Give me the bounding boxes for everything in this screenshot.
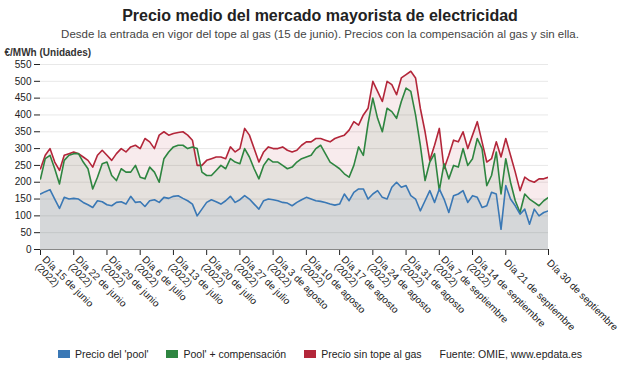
svg-text:Día 21 de septiembre: Día 21 de septiembre xyxy=(502,257,578,333)
svg-text:200: 200 xyxy=(15,176,32,187)
svg-text:350: 350 xyxy=(15,126,32,137)
svg-text:100: 100 xyxy=(15,210,32,221)
svg-text:Día 30 de septiembre: Día 30 de septiembre xyxy=(545,257,621,333)
svg-text:€/MWh (Unidades): €/MWh (Unidades) xyxy=(5,47,92,58)
svg-text:50: 50 xyxy=(20,227,32,238)
svg-text:300: 300 xyxy=(15,143,32,154)
svg-text:Día 7 de septiembre(2022): Día 7 de septiembre(2022) xyxy=(432,254,511,333)
svg-text:250: 250 xyxy=(15,160,32,171)
svg-text:450: 450 xyxy=(15,92,32,103)
svg-text:150: 150 xyxy=(15,193,32,204)
svg-text:550: 550 xyxy=(15,59,32,70)
svg-text:0: 0 xyxy=(26,244,32,255)
svg-text:500: 500 xyxy=(15,76,32,87)
svg-text:400: 400 xyxy=(15,109,32,120)
